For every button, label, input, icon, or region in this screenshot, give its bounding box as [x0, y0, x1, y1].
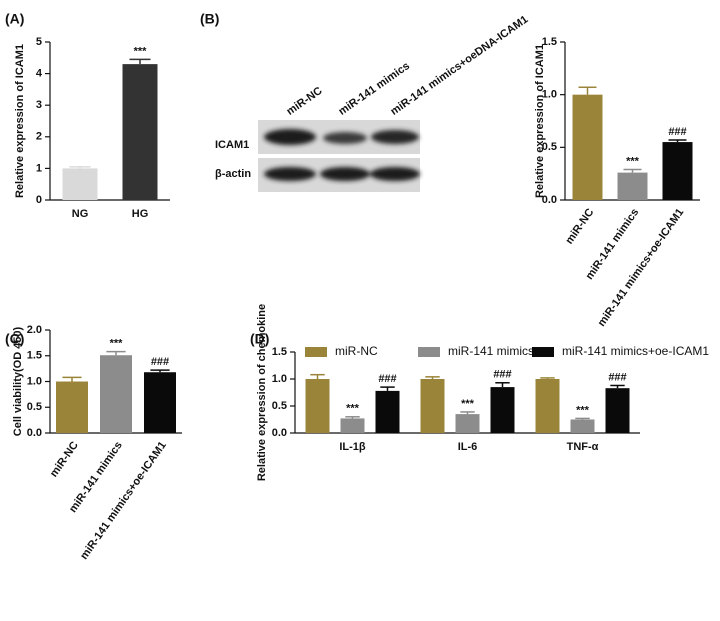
- bar: [617, 172, 648, 200]
- legend-label: miR-NC: [335, 344, 378, 358]
- x-tick-label: HG: [132, 208, 149, 220]
- bar: [122, 64, 158, 201]
- bar: [100, 355, 132, 433]
- y-tick-label: 1.5: [272, 346, 287, 358]
- y-axis-title: Cell viability(OD 450): [12, 326, 24, 436]
- y-tick-label: 1.0: [272, 373, 287, 385]
- legend-swatch: [532, 347, 554, 357]
- panel-label: (B): [200, 11, 219, 27]
- legend-swatch: [418, 347, 440, 357]
- significance: ###: [668, 126, 686, 138]
- significance: ###: [378, 373, 396, 385]
- lane-label: miR-141 mimics+oeDNA-ICAM1: [389, 14, 531, 118]
- legend-label: miR-141 mimics+oe-ICAM1: [562, 344, 709, 358]
- row-label: ICAM1: [215, 139, 249, 151]
- bar: [662, 142, 693, 200]
- significance: ***: [134, 45, 148, 57]
- row-label: β-actin: [215, 168, 251, 180]
- y-tick-label: 3: [36, 99, 42, 111]
- panel-label: (D): [250, 331, 269, 347]
- bar: [490, 387, 515, 433]
- legend-label: miR-141 mimics: [448, 344, 534, 358]
- x-tick-label: miR-141 mimics+oe-ICAM1: [78, 440, 169, 562]
- panel-label: (A): [5, 11, 24, 27]
- panel-label: (C): [5, 331, 24, 347]
- band: [320, 167, 370, 181]
- y-tick-label: 0.5: [272, 400, 287, 412]
- band: [371, 130, 419, 144]
- bar: [455, 414, 480, 433]
- y-tick-label: 0.0: [272, 427, 287, 439]
- band: [264, 129, 316, 145]
- band: [323, 132, 367, 144]
- band: [264, 167, 316, 181]
- y-tick-label: 1.5: [27, 350, 42, 362]
- bar: [535, 379, 560, 433]
- significance: ***: [626, 155, 640, 167]
- x-tick-label: IL-6: [458, 441, 478, 453]
- bar: [340, 418, 365, 433]
- y-tick-label: 0.0: [542, 194, 557, 206]
- significance: ###: [151, 356, 169, 368]
- y-tick-label: 1: [36, 162, 42, 174]
- y-tick-label: 1.5: [542, 36, 557, 48]
- legend-swatch: [305, 347, 327, 357]
- y-tick-label: 2: [36, 131, 42, 143]
- x-tick-label: NG: [72, 208, 89, 220]
- x-tick-label: miR-141 mimics+oe-ICAM1: [596, 207, 687, 329]
- significance: ***: [461, 398, 475, 410]
- y-tick-label: 0.0: [27, 427, 42, 439]
- bar: [572, 94, 603, 200]
- significance: ***: [346, 403, 360, 415]
- bar: [570, 419, 595, 433]
- x-tick-label: miR-NC: [48, 439, 81, 479]
- lane-label: miR-NC: [285, 85, 325, 118]
- bar: [305, 379, 330, 433]
- y-tick-label: 0.5: [27, 401, 42, 413]
- x-tick-label: TNF-α: [567, 441, 599, 453]
- significance: ###: [608, 371, 626, 383]
- y-tick-label: 0: [36, 194, 42, 206]
- y-tick-label: 0.5: [542, 141, 557, 153]
- y-tick-label: 5: [36, 36, 42, 48]
- band: [370, 167, 420, 181]
- y-axis-title: Relative expression of ICAM1: [534, 44, 546, 198]
- significance: ***: [576, 404, 590, 416]
- bar: [375, 390, 400, 433]
- significance: ###: [493, 369, 511, 381]
- y-axis-title: Relative expression of ICAM1: [14, 44, 26, 198]
- bar: [62, 168, 98, 200]
- bar: [56, 381, 88, 433]
- y-tick-label: 1.0: [542, 89, 557, 101]
- x-tick-label: IL-1β: [339, 441, 366, 453]
- western-blot: miR-NC miR-141 mimics miR-141 mimics+oeD…: [215, 14, 530, 192]
- bar: [420, 379, 445, 433]
- y-tick-label: 1.0: [27, 375, 42, 387]
- y-tick-label: 4: [36, 68, 43, 80]
- significance: ***: [110, 338, 124, 350]
- bar: [605, 388, 630, 433]
- y-axis-title: Relative expression of chemokine: [256, 304, 268, 481]
- bar: [144, 372, 176, 433]
- x-tick-label: miR-NC: [563, 206, 596, 246]
- y-tick-label: 2.0: [27, 324, 42, 336]
